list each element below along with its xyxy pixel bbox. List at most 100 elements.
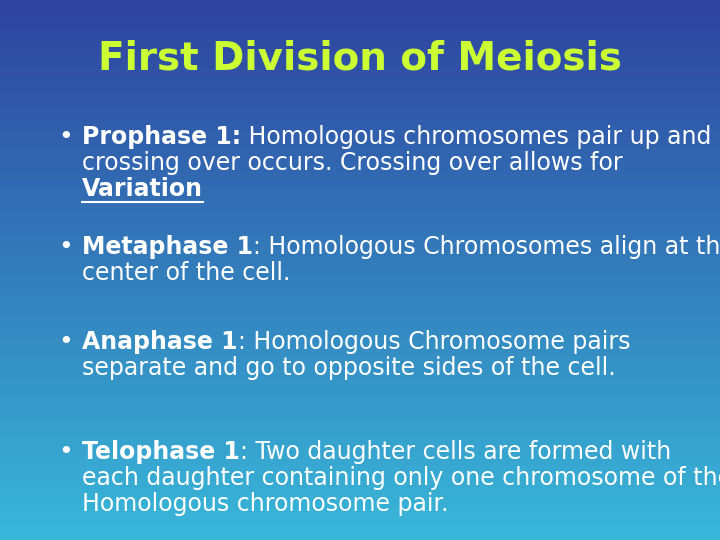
Bar	[0, 369, 720, 371]
Bar	[0, 207, 720, 209]
Bar	[0, 488, 720, 490]
Text: Metaphase 1: Metaphase 1	[82, 235, 253, 259]
Bar	[0, 349, 720, 351]
Bar	[0, 410, 720, 412]
Bar	[0, 286, 720, 288]
Bar	[0, 103, 720, 104]
Bar	[0, 209, 720, 211]
Bar	[0, 389, 720, 390]
Bar	[0, 498, 720, 501]
Text: •: •	[58, 125, 73, 149]
Bar	[0, 430, 720, 432]
Bar	[0, 328, 720, 329]
Bar	[0, 42, 720, 43]
Bar	[0, 409, 720, 410]
Bar	[0, 49, 720, 50]
Bar	[0, 529, 720, 531]
Bar	[0, 106, 720, 108]
Bar	[0, 196, 720, 198]
Bar	[0, 390, 720, 393]
Bar	[0, 140, 720, 142]
Bar	[0, 477, 720, 479]
Bar	[0, 511, 720, 513]
Bar	[0, 38, 720, 39]
Bar	[0, 461, 720, 463]
Bar	[0, 36, 720, 38]
Bar	[0, 83, 720, 85]
Bar	[0, 22, 720, 23]
Bar	[0, 50, 720, 52]
Bar	[0, 482, 720, 484]
Bar	[0, 126, 720, 128]
Bar	[0, 238, 720, 239]
Bar	[0, 340, 720, 342]
Bar	[0, 513, 720, 515]
Bar	[0, 142, 720, 144]
Bar	[0, 16, 720, 18]
Bar	[0, 220, 720, 221]
Bar	[0, 86, 720, 88]
Bar	[0, 167, 720, 169]
Bar	[0, 171, 720, 173]
Bar	[0, 115, 720, 117]
Bar	[0, 144, 720, 146]
Bar	[0, 92, 720, 93]
Bar	[0, 502, 720, 504]
Bar	[0, 194, 720, 196]
Bar	[0, 162, 720, 164]
Bar	[0, 277, 720, 279]
Bar	[0, 366, 720, 367]
Bar	[0, 524, 720, 525]
Bar	[0, 427, 720, 428]
Bar	[0, 466, 720, 468]
Bar	[0, 309, 720, 312]
Bar	[0, 61, 720, 63]
Bar	[0, 99, 720, 101]
Bar	[0, 72, 720, 74]
Bar	[0, 146, 720, 147]
Bar	[0, 443, 720, 444]
Bar	[0, 54, 720, 56]
Bar	[0, 382, 720, 383]
Bar	[0, 177, 720, 178]
Bar	[0, 243, 720, 245]
Bar	[0, 123, 720, 124]
Text: : Homologous Chromosomes align at the: : Homologous Chromosomes align at the	[253, 235, 720, 259]
Bar	[0, 360, 720, 362]
Bar	[0, 282, 720, 285]
Bar	[0, 434, 720, 436]
Bar	[0, 34, 720, 36]
Bar	[0, 236, 720, 238]
Bar	[0, 531, 720, 533]
Bar	[0, 333, 720, 335]
Bar	[0, 231, 720, 232]
Bar	[0, 425, 720, 427]
Bar	[0, 312, 720, 313]
Bar	[0, 101, 720, 103]
Text: Anaphase 1: Anaphase 1	[82, 330, 238, 354]
Bar	[0, 69, 720, 70]
Bar	[0, 481, 720, 482]
Text: crossing over occurs. Crossing over allows for: crossing over occurs. Crossing over allo…	[82, 151, 623, 175]
Bar	[0, 320, 720, 322]
Bar	[0, 135, 720, 137]
Bar	[0, 491, 720, 493]
Bar	[0, 218, 720, 220]
Bar	[0, 501, 720, 502]
Bar	[0, 23, 720, 25]
Bar	[0, 88, 720, 90]
Bar	[0, 504, 720, 506]
Bar	[0, 374, 720, 376]
Bar	[0, 223, 720, 225]
Text: •: •	[58, 330, 73, 354]
Bar	[0, 387, 720, 389]
Bar	[0, 74, 720, 76]
Bar	[0, 261, 720, 263]
Bar	[0, 259, 720, 261]
Bar	[0, 393, 720, 394]
Text: First Division of Meiosis: First Division of Meiosis	[98, 40, 622, 78]
Bar	[0, 490, 720, 491]
Bar	[0, 4, 720, 5]
Bar	[0, 401, 720, 403]
Bar	[0, 130, 720, 131]
